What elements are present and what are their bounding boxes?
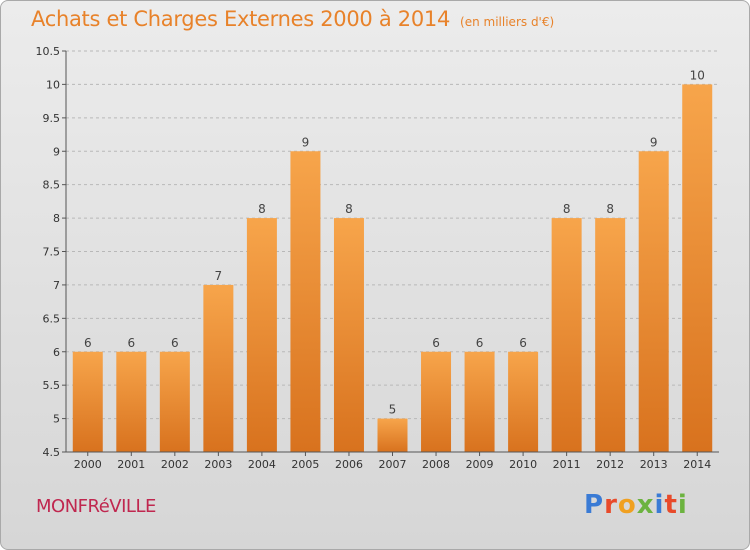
y-tick-label: 8 [53,212,60,225]
y-tick-label: 10 [46,78,60,91]
bar [159,351,190,452]
logo-letter: r [604,490,618,520]
proxiti-logo: Proxiti [584,490,688,520]
title-text: Achats et Charges Externes 2000 à 2014 [31,7,451,31]
data-label: 6 [432,336,440,350]
logo-letter: x [636,490,655,520]
data-label: 9 [650,135,658,149]
y-tick-label: 8.5 [43,179,61,192]
y-tick-label: 4.5 [43,446,61,459]
bar [116,351,147,452]
bar [464,351,495,452]
data-label: 10 [690,68,705,82]
bar [682,84,713,453]
data-label: 8 [258,202,266,216]
bar [421,351,452,452]
data-label: 6 [171,336,179,350]
x-tick-label: 2011 [553,458,581,471]
bar [377,418,408,452]
data-label: 6 [519,336,527,350]
y-tick-label: 5.5 [43,379,61,392]
x-tick-label: 2008 [422,458,450,471]
x-tick-label: 2013 [640,458,668,471]
x-tick-label: 2005 [291,458,319,471]
data-label: 5 [389,403,397,417]
logo-letter: o [617,490,637,520]
x-tick-label: 2001 [117,458,145,471]
logo-letter: t [664,490,678,520]
data-label: 7 [215,269,223,283]
bars: 6 6 6 7 8 9 8 5 6 6 6 8 8 9 10 [72,68,713,453]
data-label: 6 [127,336,135,350]
logo-letter: P [584,490,605,520]
x-tick-label: 2002 [161,458,189,471]
x-tick-label: 2004 [248,458,276,471]
data-label: 8 [606,202,614,216]
x-tick-label: 2014 [683,458,711,471]
y-tick-label: 7 [53,279,60,292]
x-tick-label: 2010 [509,458,537,471]
y-tick-label: 6 [53,346,60,359]
city-name: MONFRéVILLE [36,496,156,517]
x-tick-label: 2009 [466,458,494,471]
y-tick-label: 6.5 [43,312,61,325]
y-tick-label: 7.5 [43,246,61,259]
unit-label: (en milliers d'€) [460,15,555,29]
data-label: 8 [345,202,353,216]
logo-letter: i [654,490,665,520]
x-axis-ticks: 2000 2001 2002 2003 2004 2005 2006 2007 2008 2009… [74,452,711,471]
x-tick-label: 2012 [596,458,624,471]
y-tick-label: 5 [53,413,60,426]
bar [595,218,626,452]
bar [203,284,234,452]
bar [333,218,364,452]
x-tick-label: 2006 [335,458,363,471]
data-label: 9 [302,135,310,149]
x-tick-label: 2003 [204,458,232,471]
y-tick-label: 10.5 [36,45,61,58]
bar [508,351,539,452]
data-label: 6 [476,336,484,350]
y-tick-label: 9.5 [43,112,61,125]
bar [638,151,669,452]
y-tick-label: 9 [53,145,60,158]
logo-letter: i [677,490,688,520]
y-axis-ticks: 4.5 5 5.5 6 6.5 7 7.5 8 8.5 9 9.5 10 10.5 [36,45,66,459]
axes [65,51,719,453]
bar [290,151,321,452]
data-label: 8 [563,202,571,216]
chart-title: Achats et Charges Externes 2000 à 2014 (e… [31,7,554,31]
x-tick-label: 2007 [379,458,407,471]
bar [551,218,582,452]
bar [246,218,277,452]
data-label: 6 [84,336,92,350]
bar [72,351,103,452]
x-tick-label: 2000 [74,458,102,471]
